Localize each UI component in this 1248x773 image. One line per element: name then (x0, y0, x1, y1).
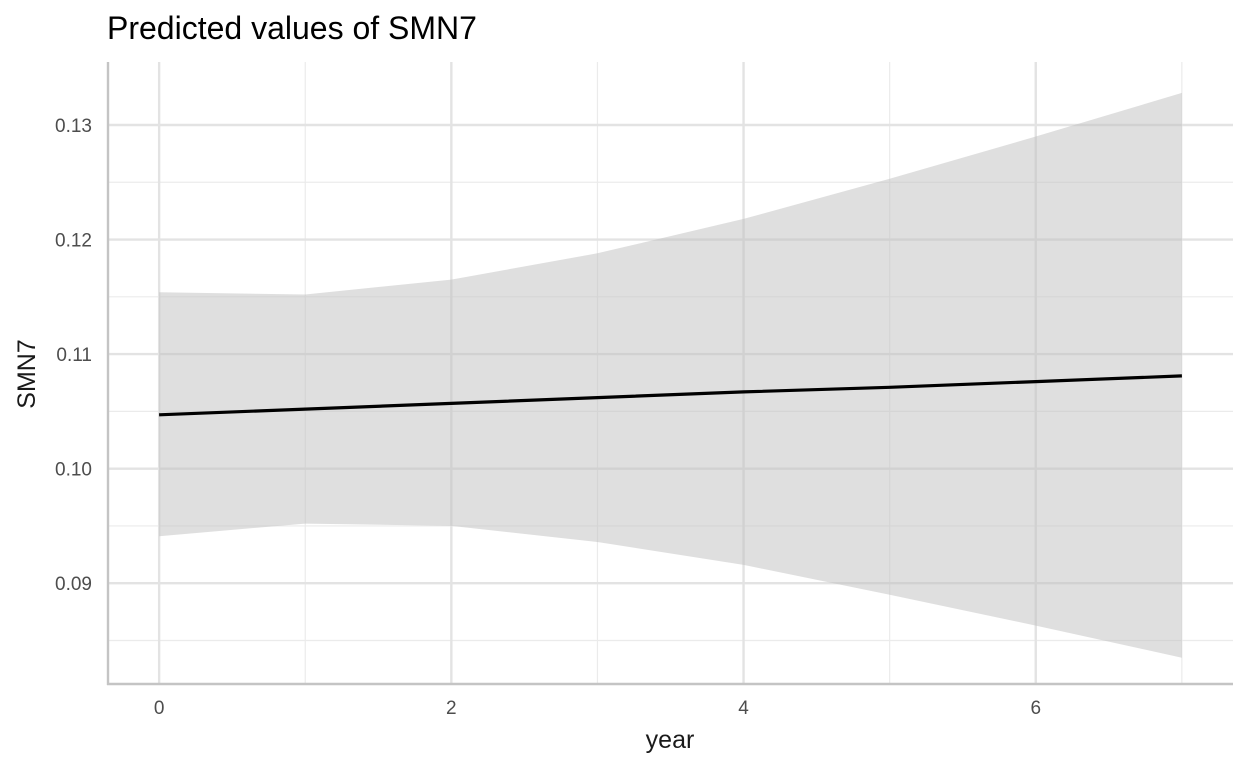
tick-label-layer: 0.09 0.10 0.11 0.12 0.13 0 2 4 6 (55, 116, 1041, 719)
y-tick-label-3: 0.12 (55, 231, 92, 252)
y-tick-label-0: 0.09 (55, 574, 92, 595)
y-tick-label-4: 0.13 (55, 116, 92, 137)
y-axis-title: SMN7 (13, 339, 41, 408)
chart-title: Predicted values of SMN7 (107, 10, 477, 46)
x-tick-label-1: 2 (446, 698, 457, 719)
x-tick-label-3: 6 (1030, 698, 1041, 719)
y-tick-label-2: 0.11 (56, 345, 92, 366)
x-axis-title: year (646, 726, 695, 754)
x-tick-label-0: 0 (154, 698, 165, 719)
confidence-band-layer (159, 92, 1182, 658)
prediction-line (159, 374, 1182, 417)
x-tick-label-2: 4 (738, 698, 749, 719)
line-layer (159, 374, 1182, 417)
confidence-band (159, 92, 1182, 658)
axis-layer (106, 62, 1233, 686)
y-tick-label-1: 0.10 (55, 460, 92, 481)
